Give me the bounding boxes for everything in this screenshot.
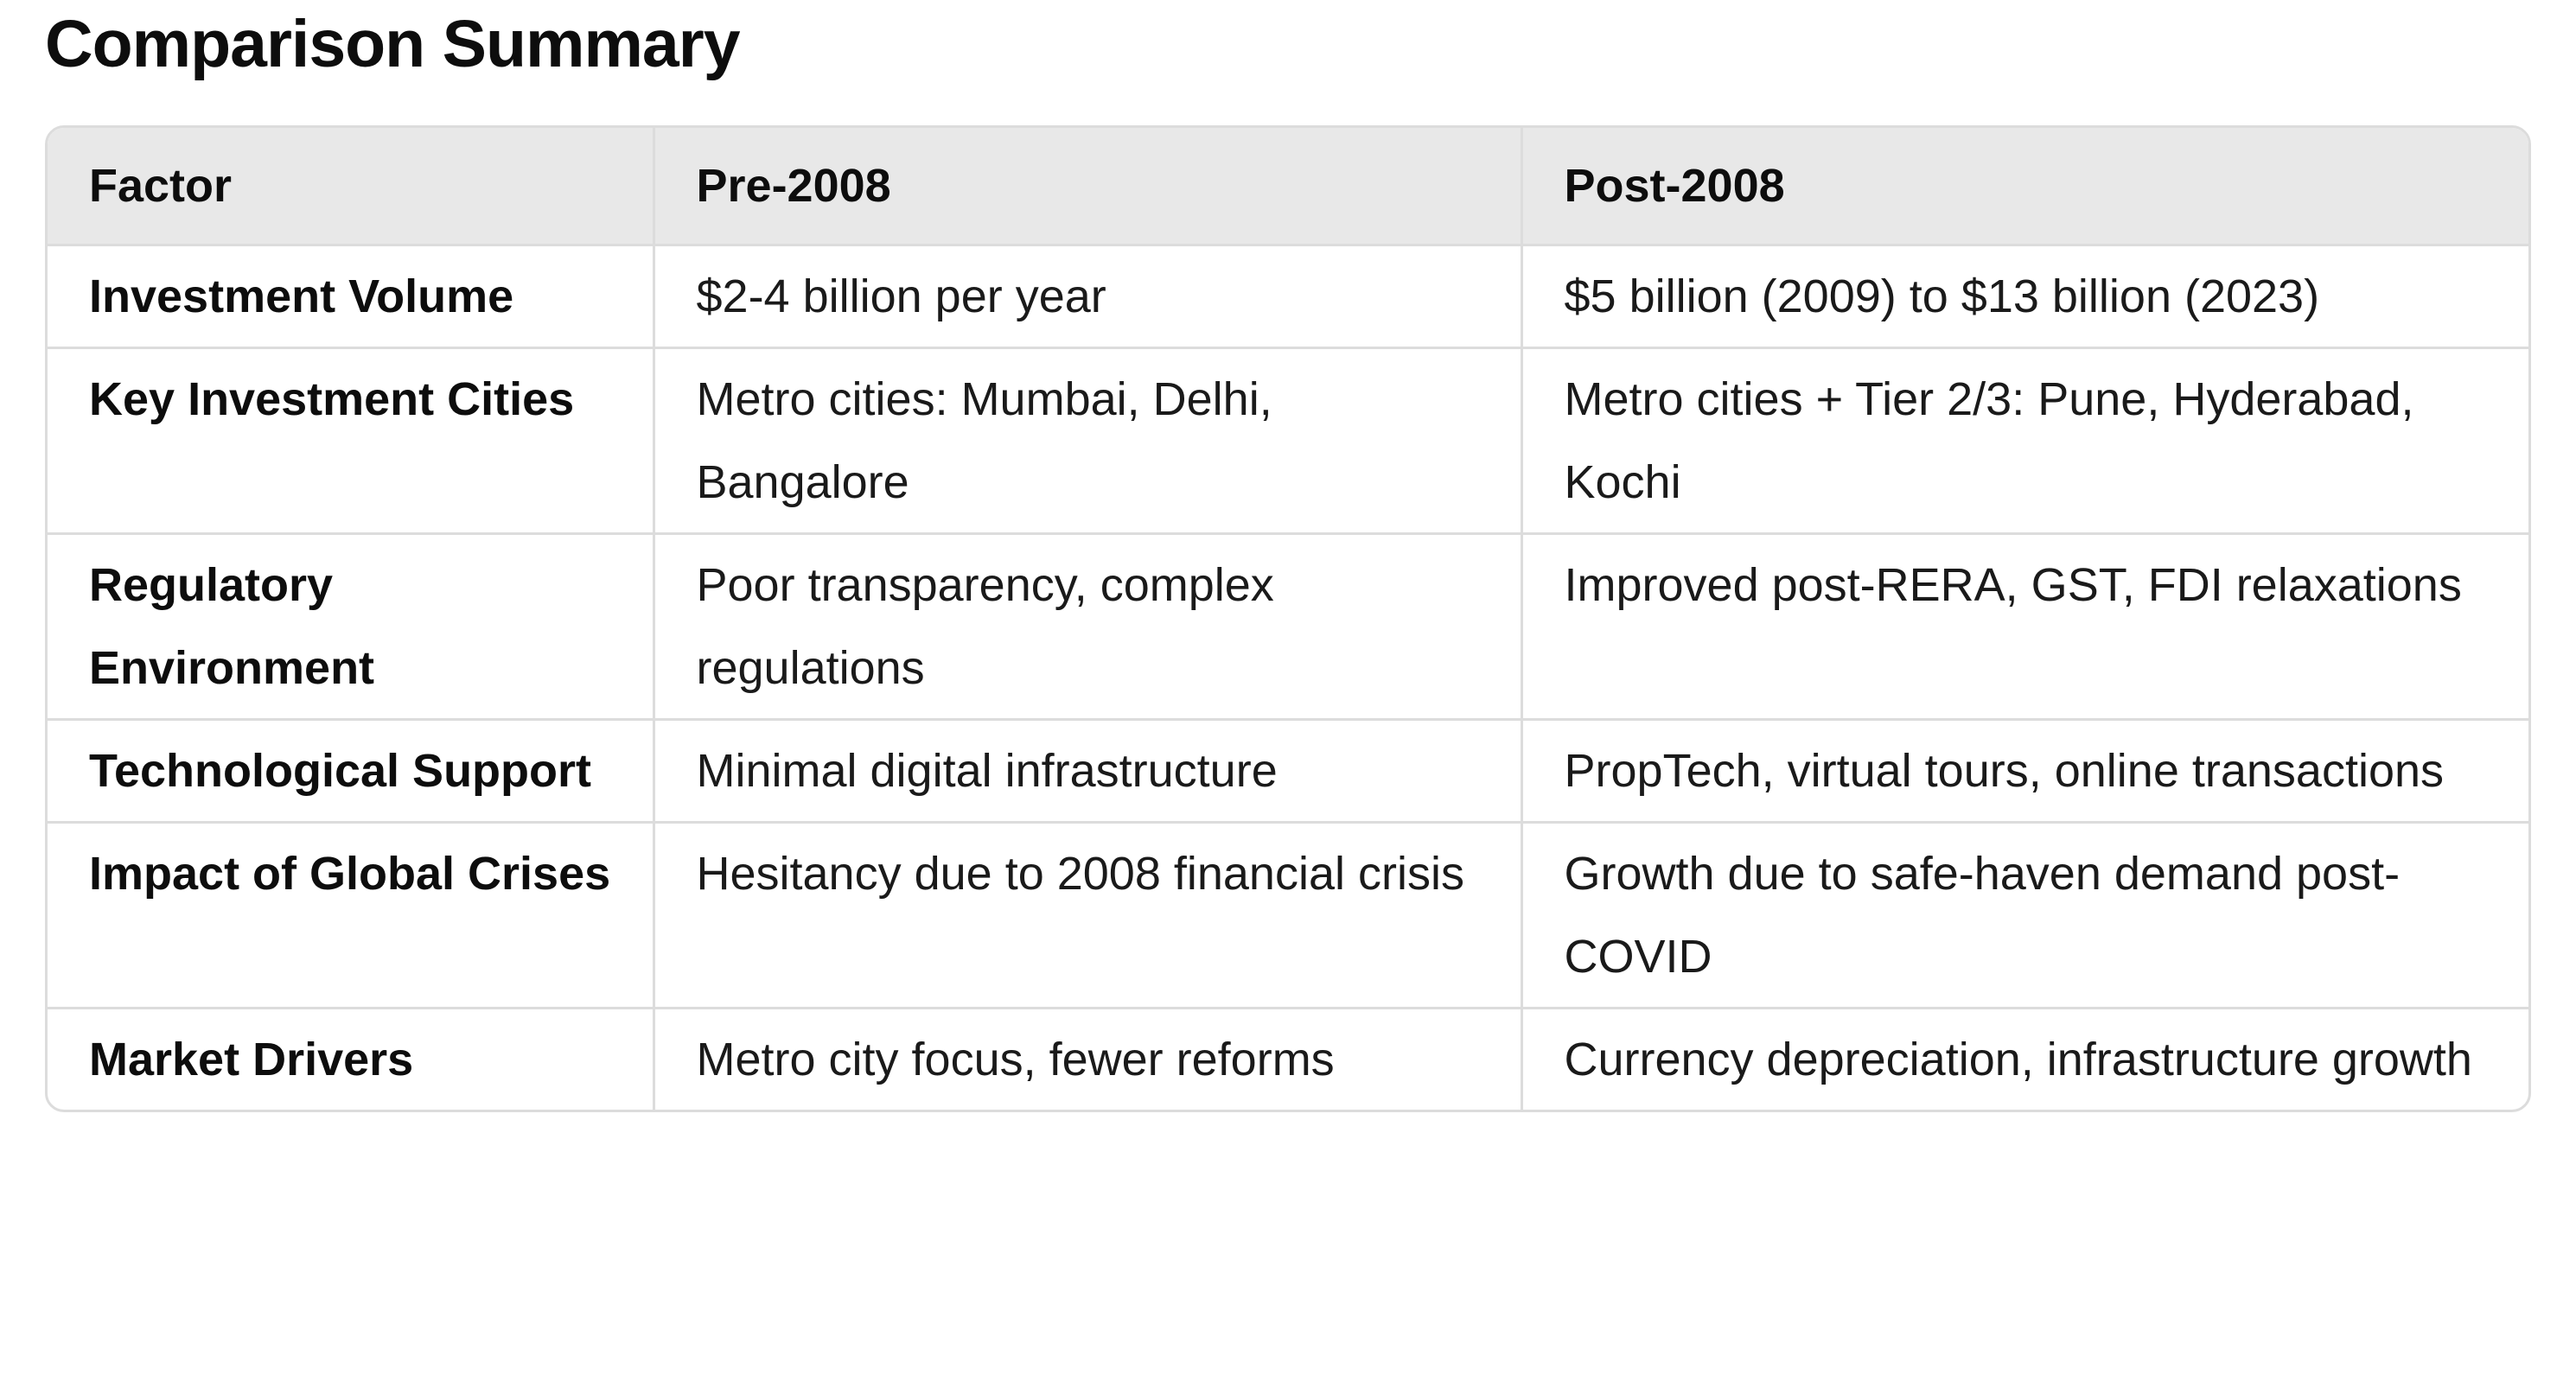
table-row: Market Drivers Metro city focus, fewer r… bbox=[48, 1008, 2528, 1110]
factor-cell: Key Investment Cities bbox=[48, 347, 655, 535]
post-2008-cell: $5 billion (2009) to $13 billion (2023) bbox=[1521, 245, 2528, 349]
column-header-pre-2008: Pre-2008 bbox=[654, 128, 1523, 246]
column-header-factor: Factor bbox=[48, 128, 655, 246]
post-2008-cell: Growth due to safe-haven demand post-COV… bbox=[1521, 822, 2528, 1009]
factor-cell: Technological Support bbox=[48, 719, 655, 824]
pre-2008-cell: $2-4 billion per year bbox=[654, 245, 1523, 349]
page-title: Comparison Summary bbox=[45, 7, 741, 81]
post-2008-cell: PropTech, virtual tours, online transact… bbox=[1521, 719, 2528, 824]
factor-cell: Regulatory Environment bbox=[48, 533, 655, 721]
pre-2008-cell: Metro cities: Mumbai, Delhi, Bangalore bbox=[654, 347, 1523, 535]
post-2008-cell: Improved post-RERA, GST, FDI relaxations bbox=[1521, 533, 2528, 721]
column-header-post-2008: Post-2008 bbox=[1521, 128, 2528, 246]
table-row: Investment Volume $2-4 billion per year … bbox=[48, 245, 2528, 349]
table-row: Regulatory Environment Poor transparency… bbox=[48, 533, 2528, 721]
page: Comparison Summary Factor Pre-2008 Post-… bbox=[45, 0, 2531, 1112]
pre-2008-cell: Minimal digital infrastructure bbox=[654, 719, 1523, 824]
comparison-table-grid: Factor Pre-2008 Post-2008 Investment Vol… bbox=[48, 128, 2528, 1110]
post-2008-cell: Currency depreciation, infrastructure gr… bbox=[1564, 1034, 2472, 1085]
pre-2008-cell: Poor transparency, complex regulations bbox=[654, 533, 1523, 721]
pre-2008-cell: Hesitancy due to 2008 financial crisis bbox=[654, 822, 1523, 1009]
table-header-row: Factor Pre-2008 Post-2008 bbox=[48, 128, 2528, 246]
table-row: Impact of Global Crises Hesitancy due to… bbox=[48, 822, 2528, 1009]
factor-cell: Investment Volume bbox=[48, 245, 655, 349]
table-row: Key Investment Cities Metro cities: Mumb… bbox=[48, 347, 2528, 535]
factor-cell: Impact of Global Crises bbox=[48, 822, 655, 1009]
table-row: Technological Support Minimal digital in… bbox=[48, 719, 2528, 824]
factor-cell: Market Drivers bbox=[48, 1008, 655, 1110]
comparison-table: Factor Pre-2008 Post-2008 Investment Vol… bbox=[45, 125, 2531, 1112]
pre-2008-cell: Metro city focus, fewer reforms bbox=[654, 1008, 1523, 1110]
post-2008-cell: Metro cities + Tier 2/3: Pune, Hyderabad… bbox=[1521, 347, 2528, 535]
